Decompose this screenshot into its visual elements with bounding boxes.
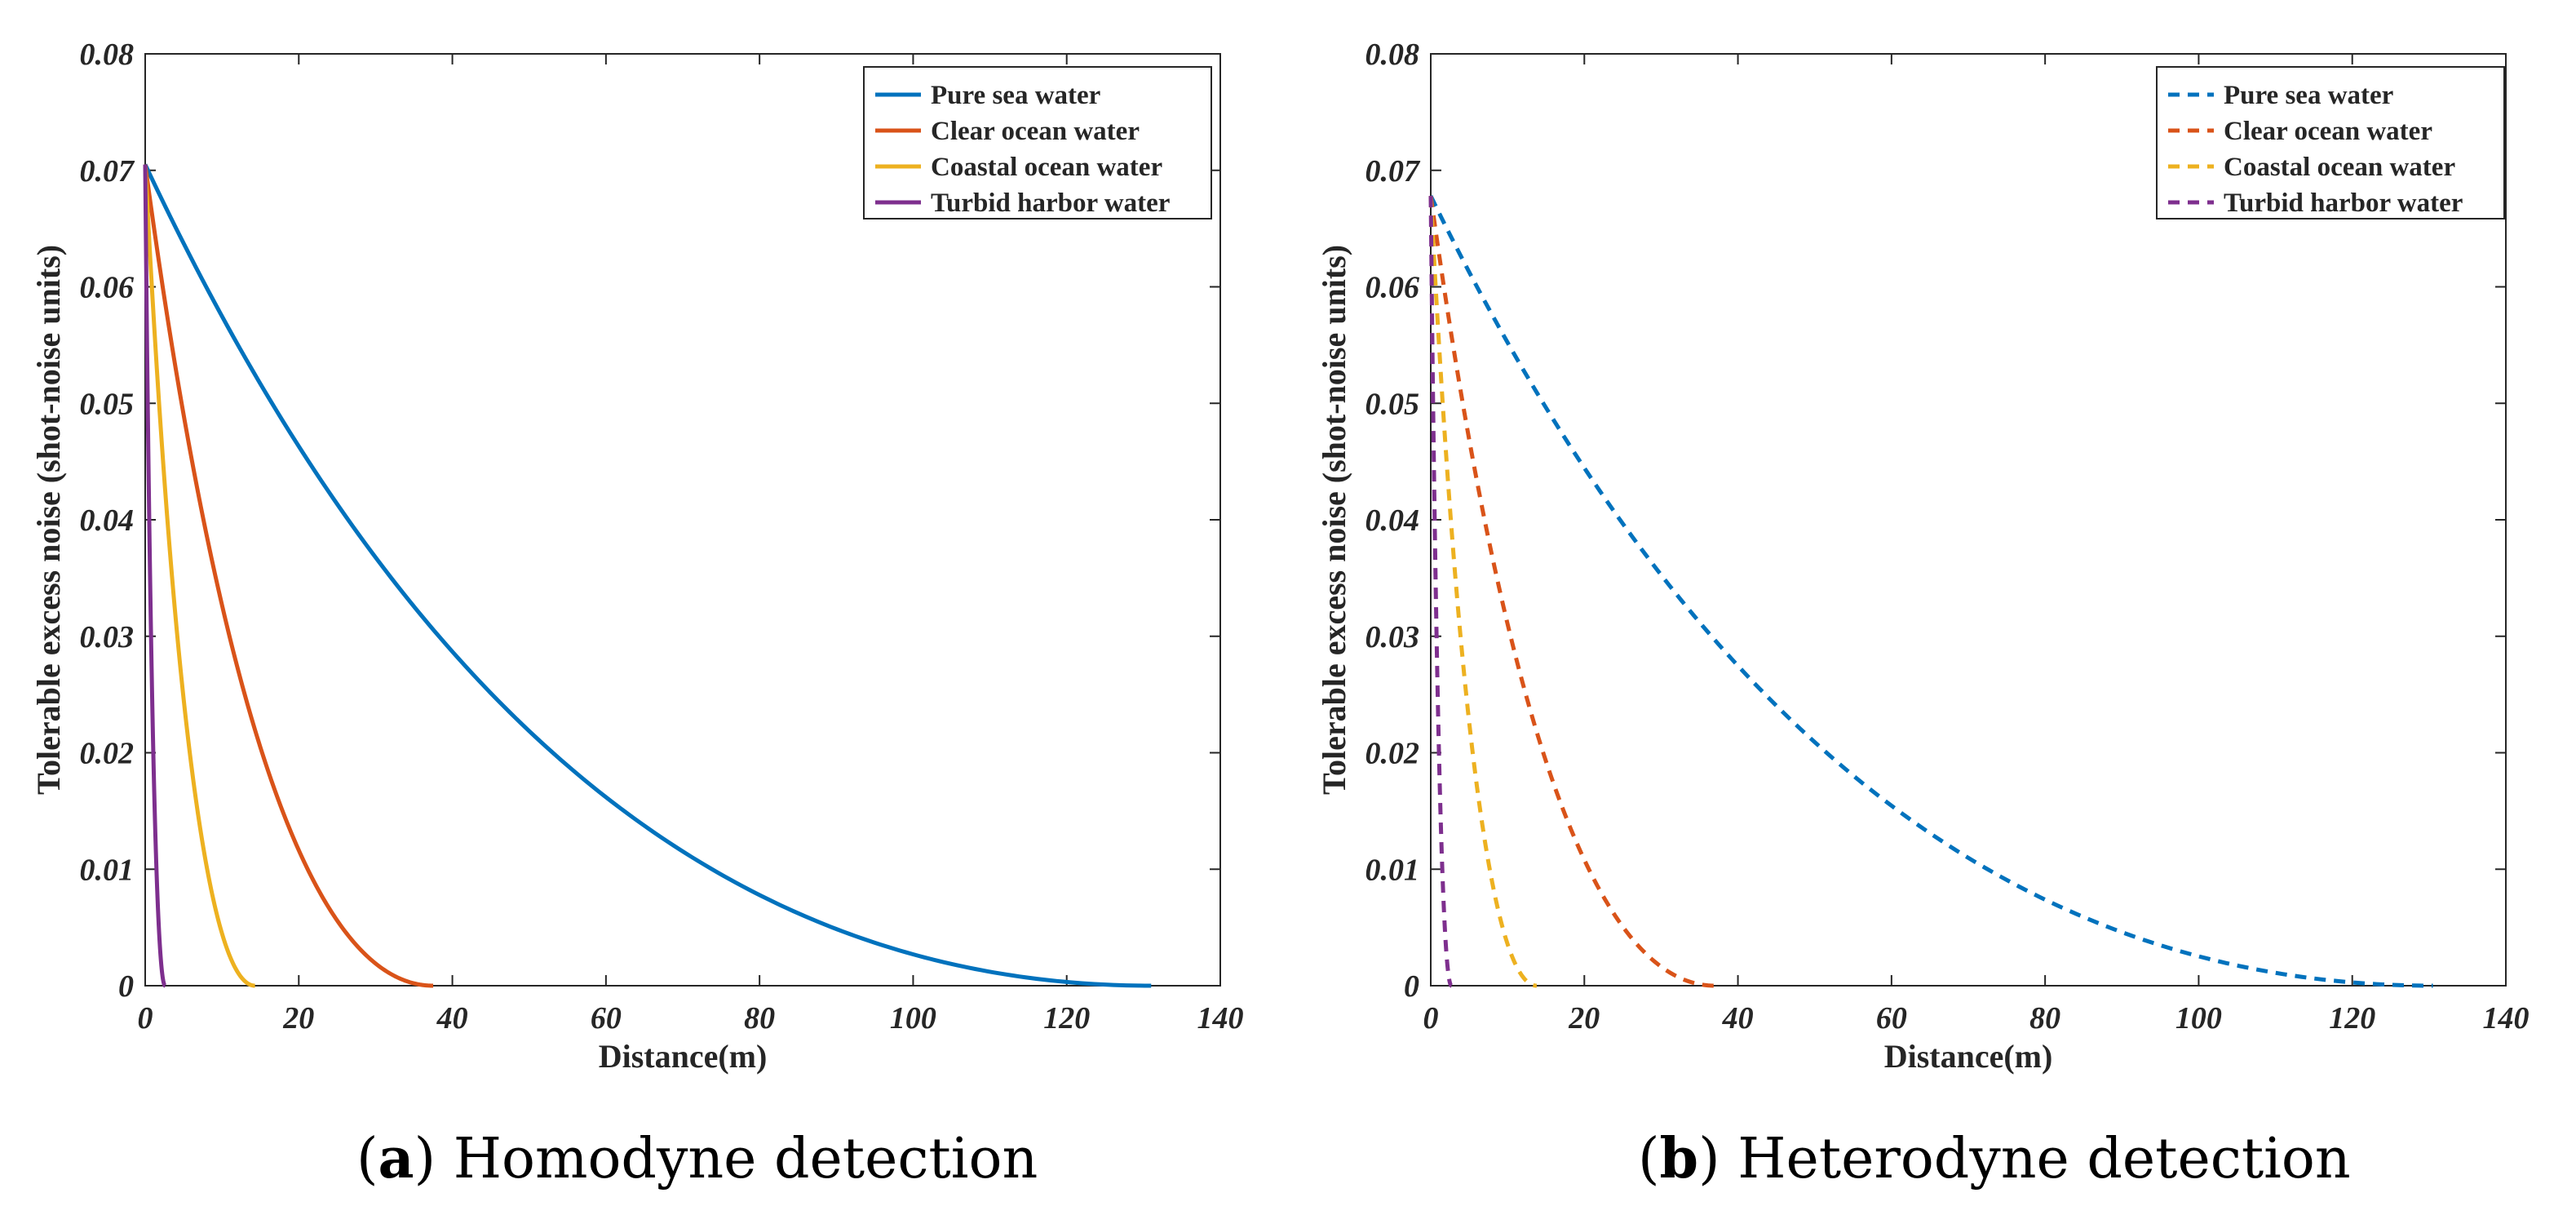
- panel-b-xtick-label: 40: [1722, 1001, 1754, 1035]
- panel-a-ytick-label: 0: [118, 969, 134, 1004]
- panel-b-y-axis-label: Tolerable excess noise (shot-noise units…: [1316, 245, 1352, 795]
- panel-b-ytick-label: 0.08: [1365, 38, 1420, 72]
- panel-a-y-axis-label: Tolerable excess noise (shot-noise units…: [30, 245, 67, 795]
- panel-a-ytick-label: 0.05: [80, 387, 135, 421]
- panel-b-xtick-label: 0: [1423, 1001, 1439, 1035]
- panel-b-heterodyne-chart: 0 20 40 60 80 100 120 140 0 0.01 0.02 0.03 0.04 0.05 0…: [1316, 38, 2530, 1075]
- caption-a: (a) Homodyne detection: [356, 1126, 1038, 1191]
- caption-a-text: Homodyne detection: [453, 1127, 1038, 1191]
- panel-b-xtick-label: 140: [2483, 1001, 2530, 1035]
- panel-a-legend-box: [863, 66, 1212, 219]
- panel-a-ytick-label: 0.04: [80, 503, 135, 538]
- panel-b-legend-label-1: Pure sea water: [2224, 81, 2393, 110]
- panel-b-legend-label-2: Clear ocean water: [2224, 117, 2432, 146]
- panel-a-legend-label-4: Turbid harbor water: [931, 188, 1170, 218]
- panel-b-x-axis-label: Distance(m): [1884, 1038, 2053, 1075]
- panel-a-series-1-line: [143, 163, 1152, 988]
- panel-b-ytick-label: 0.01: [1365, 853, 1420, 887]
- panel-a-xtick-label: 0: [138, 1001, 153, 1035]
- panel-a-xtick-label: 80: [744, 1001, 775, 1035]
- panel-a-legend-label-3: Coastal ocean water: [931, 153, 1162, 182]
- panel-b-xtick-label: 100: [2175, 1001, 2222, 1035]
- panel-a-ytick-label: 0.06: [80, 271, 135, 305]
- panel-b-legend-box: [2156, 66, 2505, 219]
- panel-b-xtick-label: 20: [1568, 1001, 1600, 1035]
- caption-b-letter: b: [1659, 1126, 1699, 1191]
- panel-a-ytick-label: 0.02: [80, 737, 135, 771]
- panel-a-xtick-label: 40: [436, 1001, 468, 1035]
- panel-a-homodyne-chart: 0 20 40 60 80 100 120 140 0 0.01 0.02 0.03 0.04 0.05 0…: [30, 38, 1244, 1075]
- panel-a-legend-label-1: Pure sea water: [931, 81, 1100, 110]
- panel-b-xtick-label: 80: [2029, 1001, 2060, 1035]
- panel-a-xtick-label: 120: [1043, 1001, 1090, 1035]
- panel-b-ytick-label: 0: [1404, 969, 1419, 1004]
- panel-b-ytick-label: 0.05: [1365, 387, 1420, 421]
- panel-a-ytick-label: 0.01: [80, 853, 135, 887]
- panel-a-series-3-line: [143, 164, 257, 988]
- panel-a-xtick-label: 140: [1197, 1001, 1244, 1035]
- panel-b-legend-label-4: Turbid harbor water: [2224, 188, 2463, 218]
- panel-b-ytick-label: 0.02: [1365, 737, 1420, 771]
- panel-b-ytick-label: 0.03: [1365, 620, 1420, 654]
- panel-b-ytick-label: 0.07: [1365, 154, 1422, 188]
- panel-a-series-4-line: [143, 164, 167, 988]
- panel-a-ytick-label: 0.08: [80, 38, 135, 72]
- panel-b-legend-label-3: Coastal ocean water: [2224, 153, 2455, 182]
- caption-b: (b) Heterodyne detection: [1638, 1126, 2351, 1191]
- panel-b-xtick-label: 120: [2329, 1001, 2375, 1035]
- panel-a-ytick-label: 0.07: [80, 154, 136, 188]
- panel-a-series-2-line: [143, 164, 434, 988]
- panel-b-ytick-label: 0.06: [1365, 271, 1420, 305]
- panel-a-ytick-label: 0.03: [80, 620, 135, 654]
- panel-b-ytick-label: 0.04: [1365, 503, 1420, 538]
- panel-a-xtick-label: 60: [591, 1001, 622, 1035]
- panel-b-xtick-label: 60: [1876, 1001, 1907, 1035]
- caption-a-letter: a: [378, 1126, 414, 1191]
- panel-a-x-axis-label: Distance(m): [599, 1038, 768, 1075]
- caption-b-text: Heterodyne detection: [1737, 1127, 2351, 1191]
- panel-b-series-4-line: [1428, 196, 1454, 988]
- panel-a-xtick-label: 20: [282, 1001, 314, 1035]
- panel-b-series-2-line: [1428, 195, 1715, 988]
- panel-a-legend-label-2: Clear ocean water: [931, 117, 1140, 146]
- panel-a-xtick-label: 100: [890, 1001, 936, 1035]
- panel-b-series-1-line: [1428, 195, 2433, 988]
